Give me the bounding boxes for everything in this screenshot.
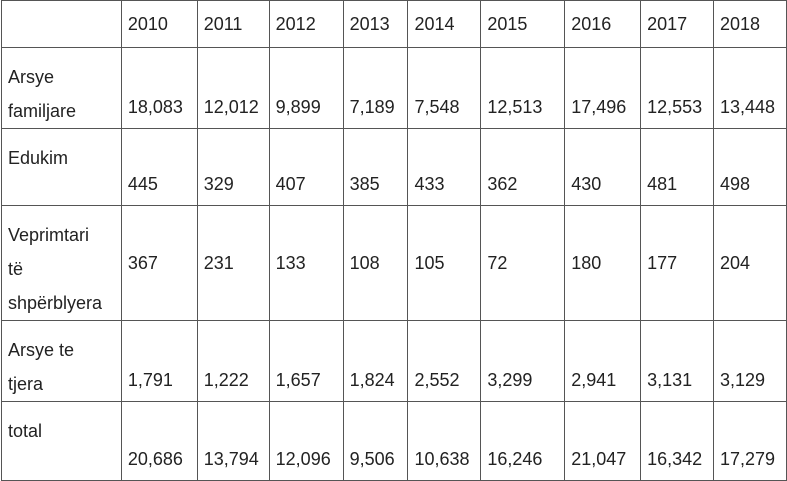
value-cell: 16,342 xyxy=(640,401,714,481)
value-cell: 3,299 xyxy=(480,320,566,402)
value-cell: 1,657 xyxy=(268,320,344,402)
value-cell: 17,279 xyxy=(713,401,787,481)
value-cell: 12,012 xyxy=(196,47,270,129)
value-cell: 12,553 xyxy=(640,47,714,129)
value-cell: 17,496 xyxy=(564,47,642,129)
header-cell: 2013 xyxy=(342,0,409,48)
value-cell: 385 xyxy=(342,128,409,206)
value-cell: 2,552 xyxy=(407,320,482,402)
value-cell: 105 xyxy=(407,205,482,321)
row-label-cell: total xyxy=(1,401,122,481)
value-cell: 1,824 xyxy=(342,320,409,402)
header-cell: 2017 xyxy=(640,0,714,48)
header-cell: 2018 xyxy=(713,0,787,48)
data-row: Edukim 445 329 407 385 433 362 430 481 498 xyxy=(1,128,787,206)
value-cell: 407 xyxy=(268,128,344,206)
value-cell: 16,246 xyxy=(480,401,566,481)
value-cell: 9,899 xyxy=(268,47,344,129)
data-row: Arsye familjare 18,083 12,012 9,899 7,189 7,5… xyxy=(1,47,787,129)
value-cell: 21,047 xyxy=(564,401,642,481)
value-cell: 1,791 xyxy=(120,320,198,402)
row-label-cell: Arsye te tjera xyxy=(1,320,122,402)
row-label-cell: Arsye familjare xyxy=(1,47,122,129)
header-cell: 2014 xyxy=(407,0,482,48)
header-cell xyxy=(1,0,122,48)
value-cell: 133 xyxy=(268,205,344,321)
value-cell: 329 xyxy=(196,128,270,206)
value-cell: 20,686 xyxy=(120,401,198,481)
value-cell: 12,096 xyxy=(268,401,344,481)
header-row: 2010 2011 2012 2013 2014 2015 2016 2017 2018 xyxy=(1,0,787,48)
value-cell: 204 xyxy=(713,205,787,321)
value-cell: 3,131 xyxy=(640,320,714,402)
value-cell: 18,083 xyxy=(120,47,198,129)
value-cell: 7,548 xyxy=(407,47,482,129)
value-cell: 481 xyxy=(640,128,714,206)
data-row: Veprimtari të shpërblyera 367 231 133 108 105… xyxy=(1,205,787,321)
row-label: total xyxy=(8,421,43,441)
value-cell: 13,448 xyxy=(713,47,787,129)
value-cell: 12,513 xyxy=(480,47,566,129)
value-cell: 1,222 xyxy=(196,320,270,402)
header-cell: 2016 xyxy=(564,0,642,48)
value-cell: 180 xyxy=(564,205,642,321)
row-label: Arsye te tjera xyxy=(8,340,75,394)
row-label: Veprimtari të shpërblyera xyxy=(8,225,103,313)
header-cell: 2012 xyxy=(268,0,344,48)
header-cell: 2010 xyxy=(120,0,198,48)
value-cell: 13,794 xyxy=(196,401,270,481)
header-cell: 2011 xyxy=(196,0,270,48)
value-cell: 433 xyxy=(407,128,482,206)
value-cell: 367 xyxy=(120,205,198,321)
value-cell: 108 xyxy=(342,205,409,321)
value-cell: 72 xyxy=(480,205,566,321)
row-label-cell: Veprimtari të shpërblyera xyxy=(1,205,122,321)
row-label: Edukim xyxy=(8,148,69,168)
header-cell: 2015 xyxy=(480,0,566,48)
row-label-cell: Edukim xyxy=(1,128,122,206)
value-cell: 10,638 xyxy=(407,401,482,481)
value-cell: 498 xyxy=(713,128,787,206)
value-cell: 231 xyxy=(196,205,270,321)
data-row: total 20,686 13,794 12,096 9,506 10,638 16,246… xyxy=(1,401,787,481)
value-cell: 362 xyxy=(480,128,566,206)
value-cell: 3,129 xyxy=(713,320,787,402)
data-row: Arsye te tjera 1,791 1,222 1,657 1,824 2,552 3… xyxy=(1,320,787,402)
value-cell: 7,189 xyxy=(342,47,409,129)
row-label: Arsye familjare xyxy=(8,67,77,121)
value-cell: 2,941 xyxy=(564,320,642,402)
value-cell: 430 xyxy=(564,128,642,206)
value-cell: 445 xyxy=(120,128,198,206)
value-cell: 177 xyxy=(640,205,714,321)
